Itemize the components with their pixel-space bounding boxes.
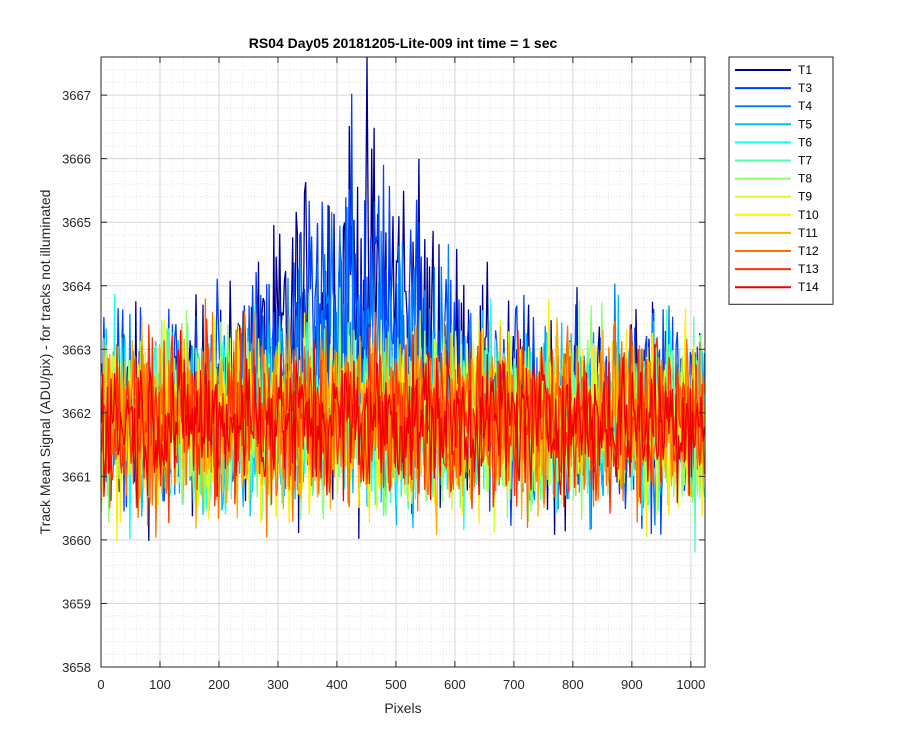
x-tick-label: 1000: [676, 677, 705, 692]
legend-entry: T10: [798, 208, 819, 222]
legend-entry: T5: [798, 117, 812, 131]
legend-entry: T3: [798, 81, 812, 95]
chart-title: RS04 Day05 20181205-Lite-009 int time = …: [249, 35, 558, 51]
legend-entry: T13: [798, 262, 819, 276]
x-axis-label: Pixels: [384, 700, 421, 716]
tick-marks: [100, 57, 705, 668]
x-tick-label: 500: [385, 677, 407, 692]
x-tick-label: 200: [208, 677, 230, 692]
x-tick-label: 900: [621, 677, 643, 692]
x-tick-label: 600: [444, 677, 466, 692]
y-tick-label: 3667: [62, 88, 91, 103]
legend-entry: T8: [798, 172, 812, 186]
x-tick-label: 0: [97, 677, 104, 692]
y-tick-label: 3665: [62, 215, 91, 230]
x-tick-labels: 0 100 200 300 400 500 600 700 800 900 1000: [97, 677, 705, 692]
legend-entry: T11: [798, 226, 818, 240]
legend-box: [728, 56, 834, 305]
x-tick-label: 400: [326, 677, 348, 692]
legend-entry: T12: [798, 244, 819, 258]
series-layer: [101, 57, 705, 553]
y-tick-label: 3660: [62, 533, 91, 548]
legend-entry: T4: [798, 99, 812, 113]
y-tick-label: 3666: [62, 152, 91, 167]
y-tick-label: 3662: [62, 406, 91, 421]
legend-entry: T6: [798, 135, 812, 149]
y-tick-label: 3661: [62, 469, 91, 484]
y-tick-label: 3663: [62, 342, 91, 357]
series-line-T13: [101, 311, 705, 524]
legend: T1 T3 T4 T5 T6 T7 T8 T9 T10 T11 T12 T13 T14: [728, 56, 834, 305]
legend-entry: T14: [798, 280, 819, 294]
legend-entry: T9: [798, 190, 812, 204]
plot-area: [100, 56, 706, 668]
y-tick-labels: 3658 3659 3660 3661 3662 3663 3664 3665 3666 3667: [62, 88, 91, 675]
y-tick-label: 3664: [62, 279, 91, 294]
y-axis-label: Track Mean Signal (ADU/pix) - for tracks…: [37, 190, 53, 535]
series-line-T14: [101, 330, 705, 509]
x-tick-label: 100: [149, 677, 171, 692]
legend-entry: T7: [798, 154, 812, 168]
x-tick-label: 300: [267, 677, 289, 692]
y-tick-label: 3659: [62, 596, 91, 611]
legend-entry: T1: [798, 63, 812, 77]
y-tick-label: 3658: [62, 660, 91, 675]
x-tick-label: 800: [562, 677, 584, 692]
x-tick-label: 700: [503, 677, 525, 692]
